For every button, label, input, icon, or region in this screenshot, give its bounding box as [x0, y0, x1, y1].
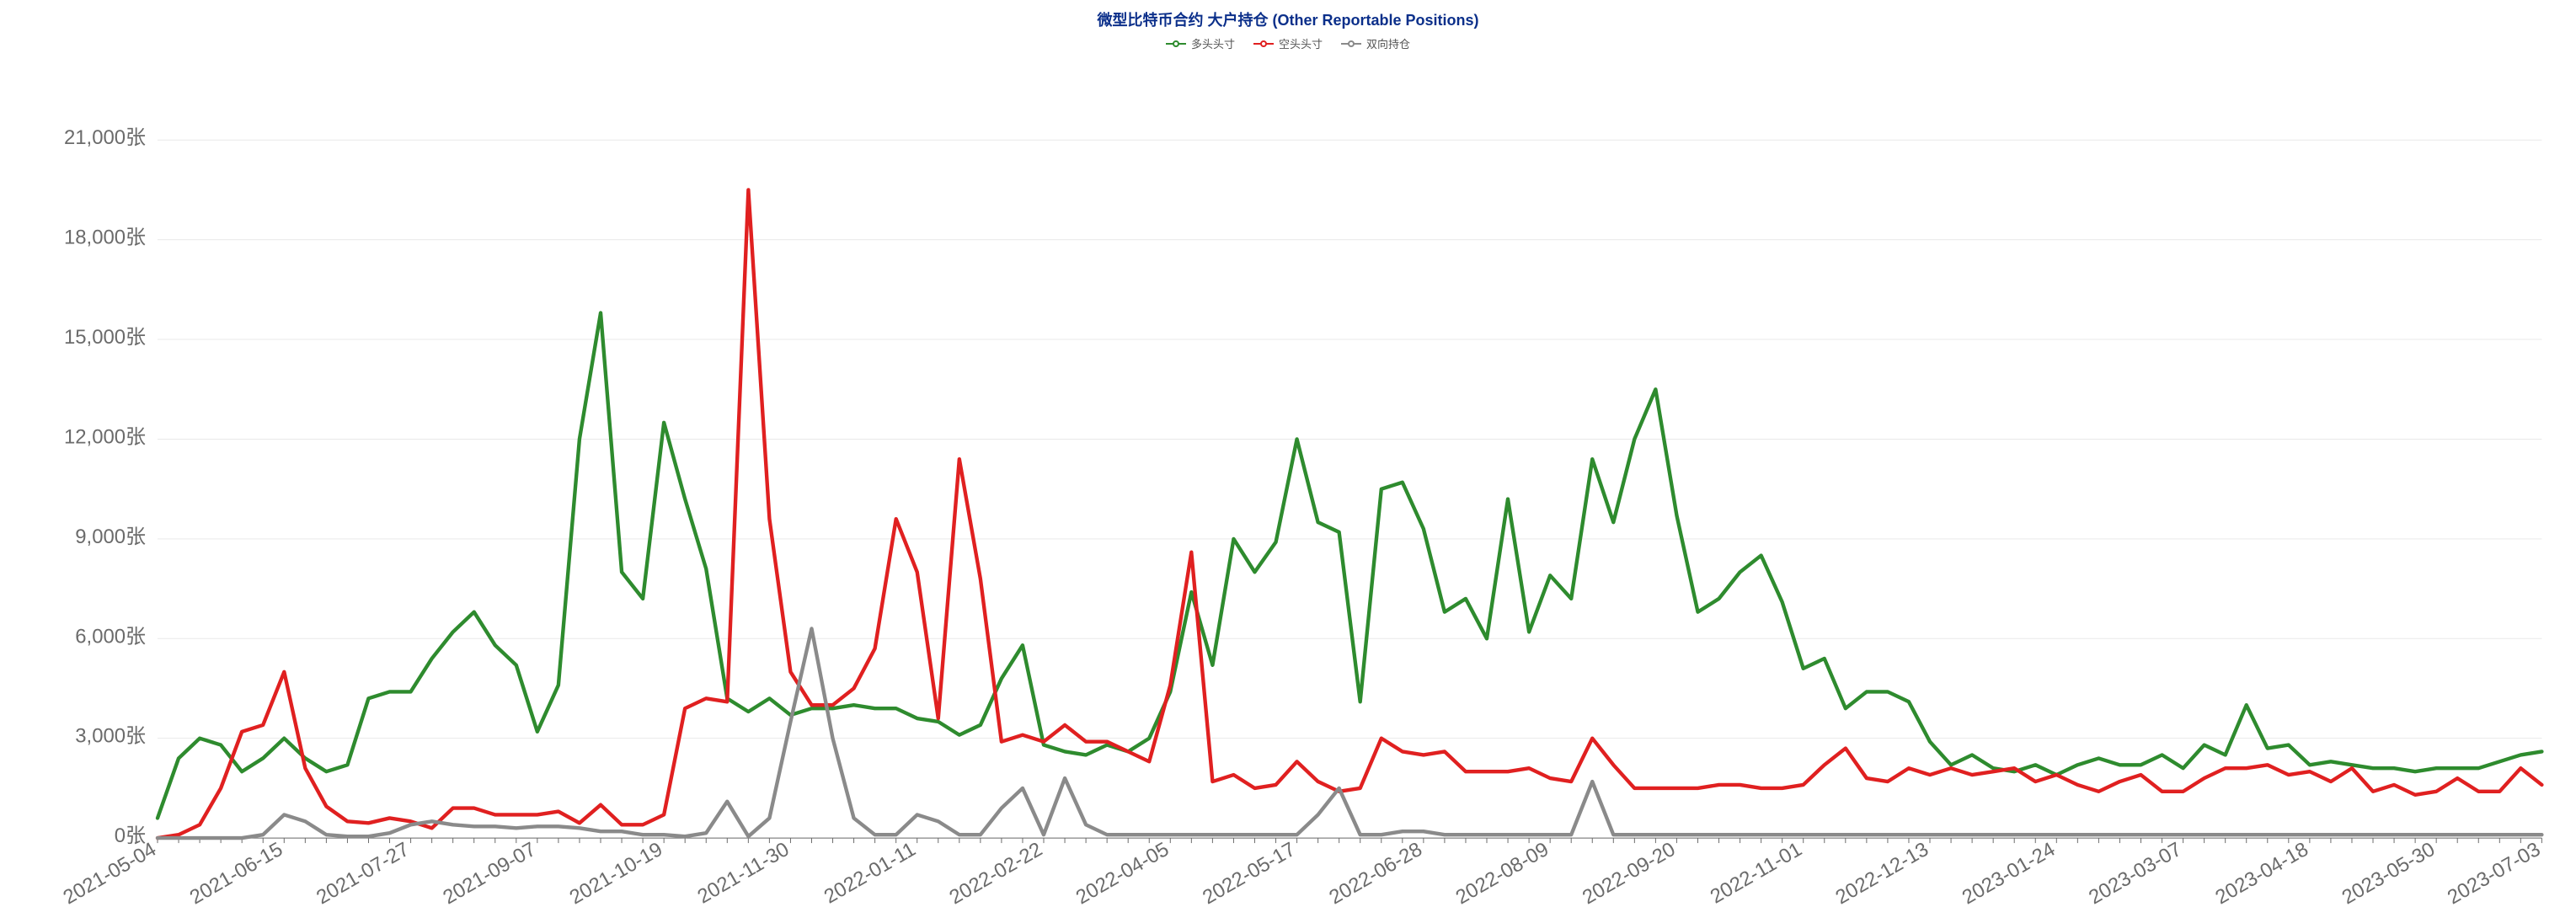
svg-text:9,000张: 9,000张 — [75, 526, 146, 548]
legend-label-spread: 双向持仓 — [1366, 35, 1410, 51]
chart-container: 微型比特币合约 大户持仓 (Other Reportable Positions… — [0, 0, 2576, 923]
legend-item-short[interactable]: 空头头寸 — [1253, 35, 1323, 51]
line-chart: 0张3,000张6,000张9,000张12,000张15,000张18,000… — [3, 58, 2573, 920]
legend-item-long[interactable]: 多头头寸 — [1166, 35, 1235, 51]
legend-swatch-spread — [1341, 38, 1361, 50]
svg-text:15,000张: 15,000张 — [64, 326, 146, 349]
svg-text:12,000张: 12,000张 — [64, 425, 146, 448]
chart-title: 微型比特币合约 大户持仓 (Other Reportable Positions… — [3, 8, 2573, 30]
legend-swatch-short — [1253, 38, 1274, 50]
legend-label-short: 空头头寸 — [1279, 35, 1323, 51]
svg-text:6,000张: 6,000张 — [75, 625, 146, 648]
legend: 多头头寸 空头头寸 双向持仓 — [3, 35, 2573, 51]
legend-item-spread[interactable]: 双向持仓 — [1341, 35, 1410, 51]
svg-text:3,000张: 3,000张 — [75, 725, 146, 748]
legend-swatch-long — [1166, 38, 1186, 50]
svg-text:18,000张: 18,000张 — [64, 227, 146, 249]
svg-text:21,000张: 21,000张 — [64, 126, 146, 149]
legend-label-long: 多头头寸 — [1191, 35, 1235, 51]
